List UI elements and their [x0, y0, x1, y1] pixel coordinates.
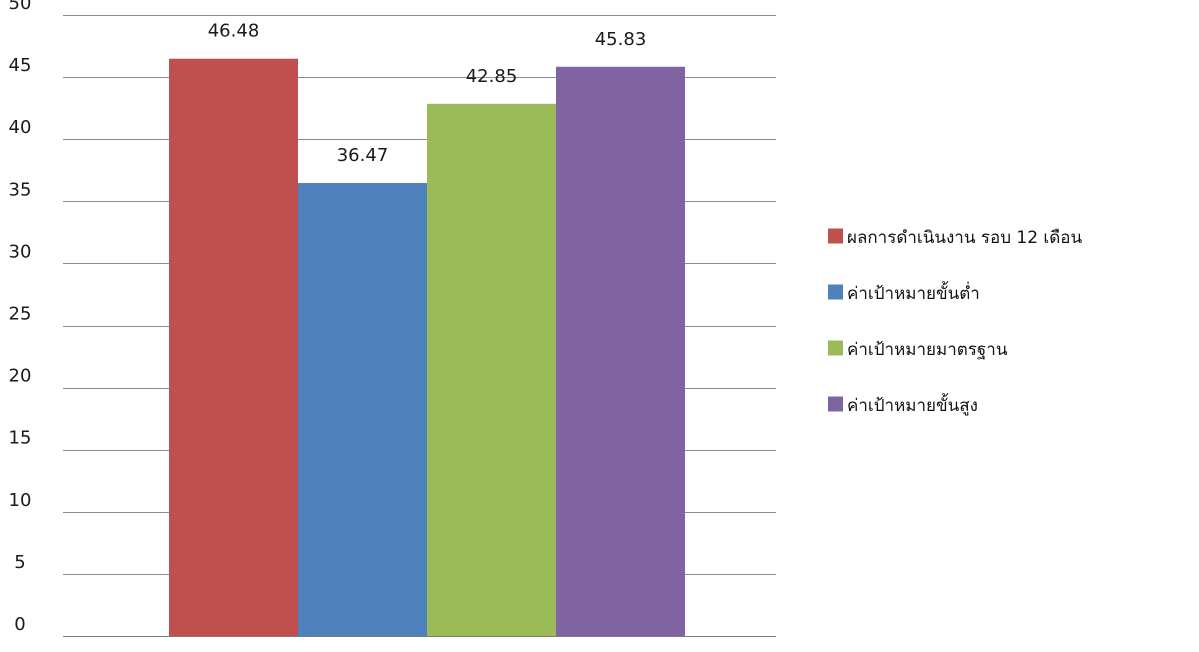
y-tick-label: 0 — [14, 614, 25, 635]
legend-swatch — [828, 396, 843, 412]
bar-series-4 — [556, 66, 685, 637]
y-tick-label: 25 — [9, 304, 32, 325]
bar-series-2 — [298, 183, 427, 636]
legend-swatch — [828, 284, 843, 300]
y-tick-label: 5 — [14, 552, 25, 573]
legend-swatch — [828, 228, 843, 244]
y-tick-label: 45 — [9, 55, 32, 76]
data-label: 36.47 — [337, 145, 389, 166]
legend-label: ค่าเป้าหมายมาตรฐาน — [847, 340, 1008, 360]
y-tick-label: 15 — [9, 428, 32, 449]
y-tick-label: 50 — [9, 0, 32, 14]
data-labels: 46.48 36.47 42.85 45.83 — [208, 21, 647, 166]
y-axis-tick-labels: 0 5 10 15 20 25 30 35 40 45 50 — [9, 0, 32, 635]
legend-label: ค่าเป้าหมายขั้นต่ำ — [847, 281, 980, 304]
data-label: 46.48 — [208, 21, 260, 42]
bar-series-3 — [427, 103, 556, 637]
y-tick-label: 20 — [9, 366, 32, 387]
y-tick-label: 35 — [9, 179, 32, 200]
legend-label: ผลการดำเนินงาน รอบ 12 เดือน — [847, 228, 1082, 248]
data-label: 42.85 — [466, 66, 518, 87]
legend: ผลการดำเนินงาน รอบ 12 เดือนค่าเป้าหมายขั… — [828, 228, 1082, 416]
legend-swatch — [828, 340, 843, 356]
legend-label: ค่าเป้าหมายขั้นสูง — [847, 393, 978, 416]
data-label: 45.83 — [595, 29, 647, 50]
bars — [169, 58, 685, 637]
y-tick-label: 30 — [9, 241, 32, 262]
y-tick-label: 40 — [9, 117, 32, 138]
y-tick-label: 10 — [9, 490, 32, 511]
bar-series-1 — [169, 58, 298, 637]
